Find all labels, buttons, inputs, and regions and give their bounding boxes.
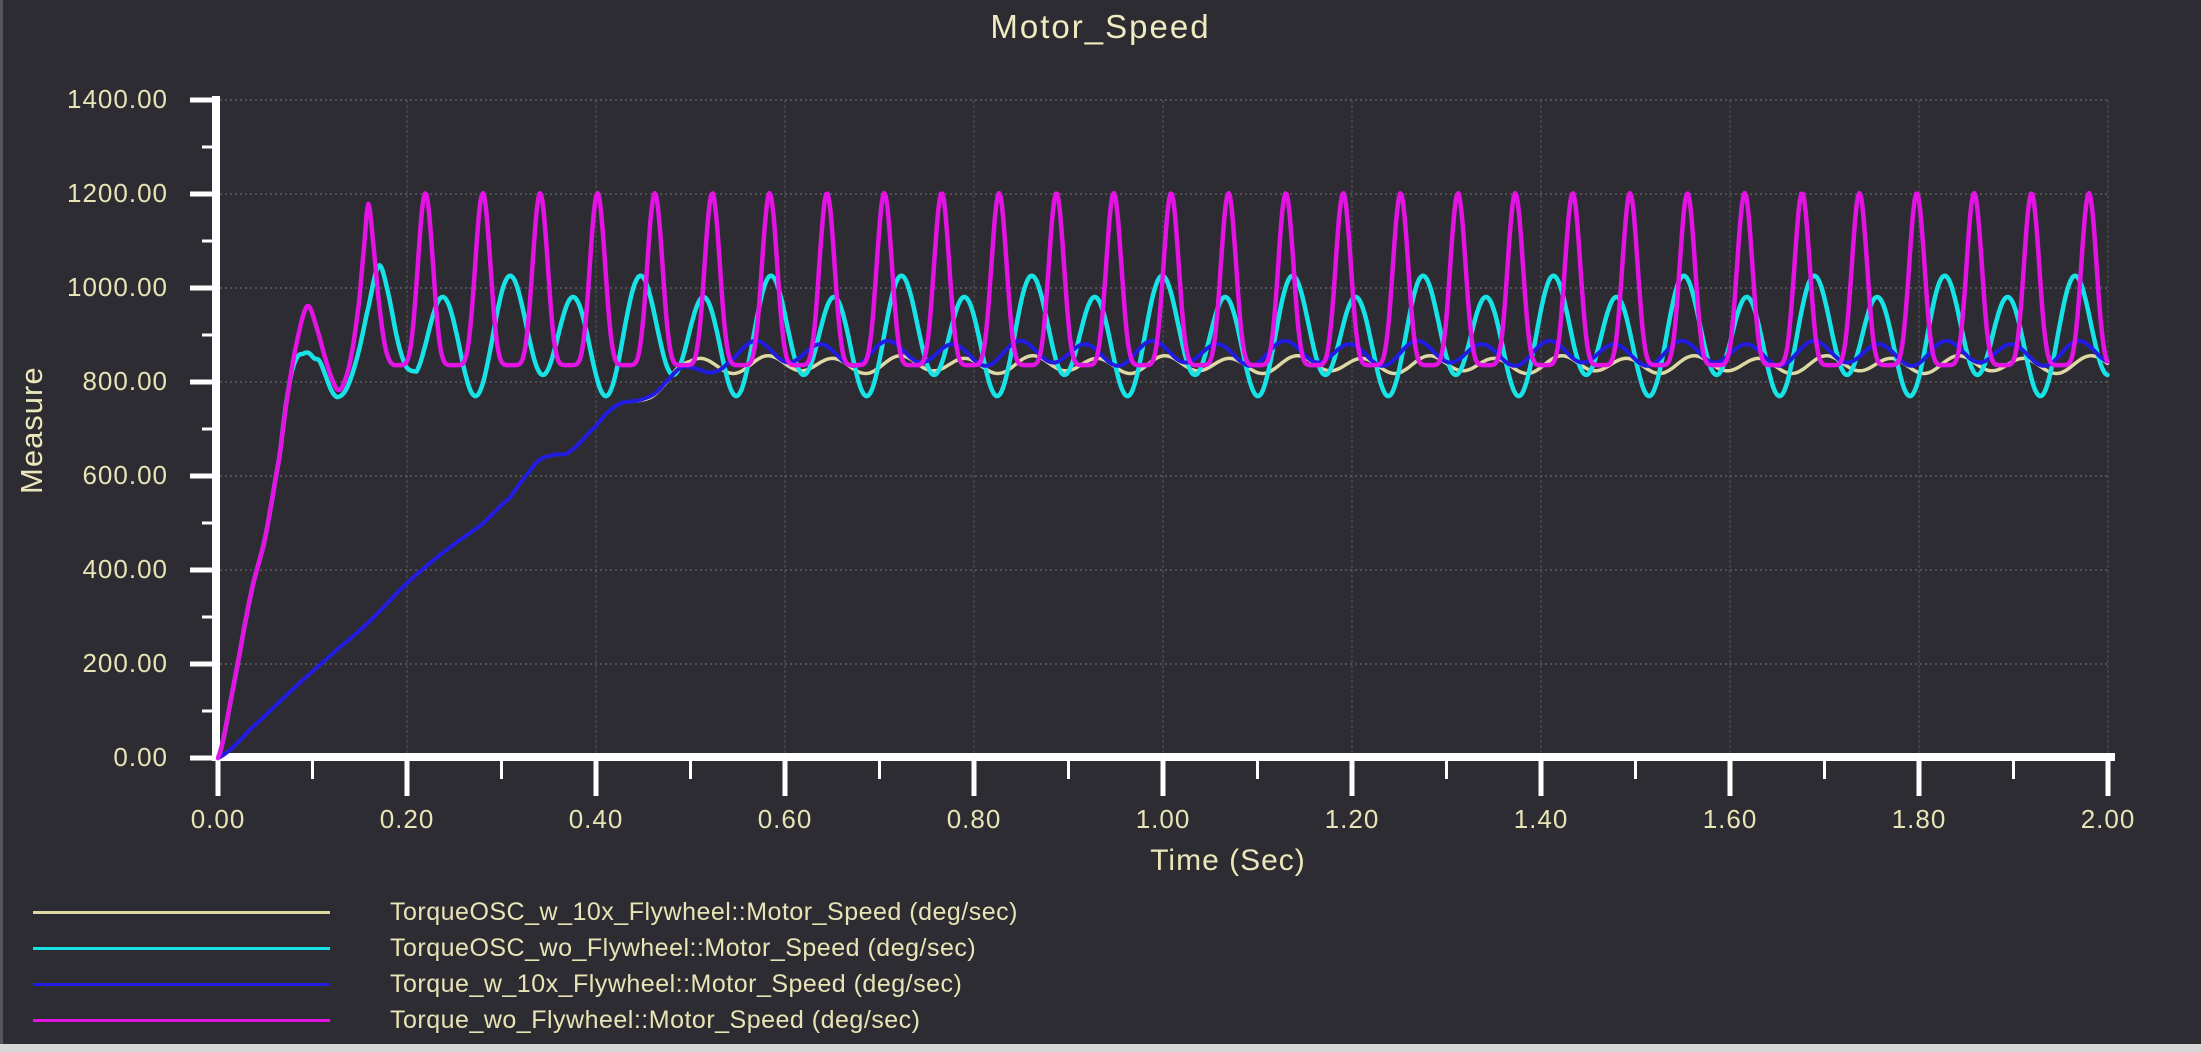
y-tick-label: 400.00: [82, 554, 168, 584]
x-tick-label: 0.40: [568, 804, 624, 834]
x-tick-label: 1.40: [1513, 804, 1569, 834]
x-tick-label: 0.00: [190, 804, 246, 834]
legend-label: Torque_wo_Flywheel::Motor_Speed (deg/sec…: [390, 1005, 921, 1034]
legend-color-swatch: [33, 946, 330, 950]
left-edge-strip: [0, 0, 3, 1052]
page-title: Motor_Speed: [990, 8, 1211, 45]
legend-item-torque-w-10x-flywheel[interactable]: Torque_w_10x_Flywheel::Motor_Speed (deg/…: [33, 969, 962, 999]
y-tick-label: 200.00: [82, 648, 168, 678]
legend-label: Torque_w_10x_Flywheel::Motor_Speed (deg/…: [390, 969, 963, 998]
y-tick-label: 1200.00: [67, 178, 168, 208]
x-tick-label: 2.00: [2080, 804, 2136, 834]
y-tick-label: 800.00: [82, 366, 168, 396]
y-tick-label: 1000.00: [67, 272, 168, 302]
x-tick-label: 1.00: [1135, 804, 1191, 834]
x-axis-title: Time (Sec): [1150, 844, 1306, 877]
legend-label: TorqueOSC_wo_Flywheel::Motor_Speed (deg/…: [390, 933, 977, 962]
x-tick-label: 1.60: [1702, 804, 1758, 834]
x-tick-label: 0.60: [757, 804, 813, 834]
legend-color-swatch: [33, 910, 330, 914]
y-tick-label: 600.00: [82, 460, 168, 490]
x-tick-label: 1.20: [1324, 804, 1380, 834]
legend-label: TorqueOSC_w_10x_Flywheel::Motor_Speed (d…: [390, 897, 1018, 926]
legend-item-torque-wo-flywheel[interactable]: Torque_wo_Flywheel::Motor_Speed (deg/sec…: [33, 1005, 921, 1035]
legend-color-swatch: [33, 982, 330, 986]
x-tick-label: 0.20: [379, 804, 435, 834]
bottom-edge-strip: [0, 1044, 2201, 1052]
y-tick-label: 0.00: [113, 742, 168, 772]
x-tick-label: 0.80: [946, 804, 1002, 834]
legend-item-torqueosc-wo-flywheel[interactable]: TorqueOSC_wo_Flywheel::Motor_Speed (deg/…: [33, 933, 976, 963]
legend-color-swatch: [33, 1018, 330, 1022]
y-tick-label: 1400.00: [67, 84, 168, 114]
x-tick-label: 1.80: [1891, 804, 1947, 834]
legend-item-torqueosc-w-10x-flywheel[interactable]: TorqueOSC_w_10x_Flywheel::Motor_Speed (d…: [33, 897, 1018, 927]
